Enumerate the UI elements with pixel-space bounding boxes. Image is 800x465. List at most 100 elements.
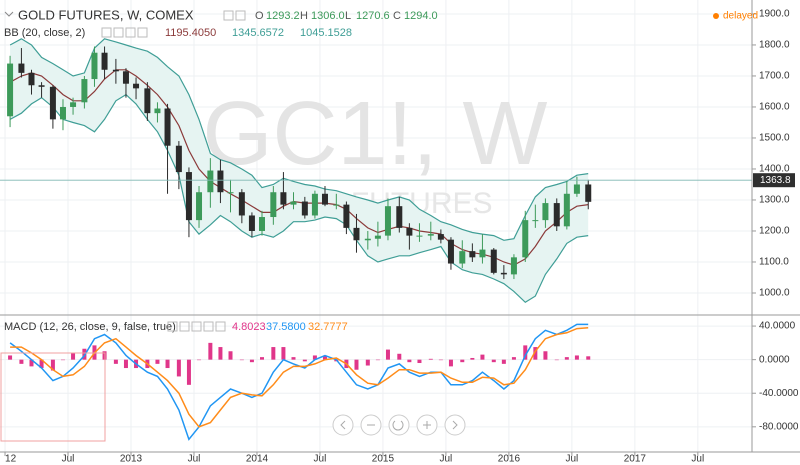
candle-body [196, 192, 203, 221]
histogram-bar [291, 357, 296, 360]
readout-value: 1045.1528 [300, 27, 352, 39]
histogram-bar [533, 347, 538, 360]
y-tick-label: 0.0000 [759, 354, 790, 365]
histogram-bar [239, 359, 244, 361]
readout-value: 32.7777 [308, 321, 348, 333]
x-tick-label: Jul [188, 454, 201, 465]
candle-body [490, 249, 497, 273]
candle-body [301, 201, 308, 216]
last-price-box [753, 173, 795, 188]
histogram-bar [208, 342, 213, 360]
y-tick-label: -80.0000 [759, 421, 799, 432]
candle-body [333, 204, 340, 206]
histogram-bar [113, 359, 118, 364]
histogram-bar [397, 353, 402, 360]
candle-body [144, 88, 151, 114]
x-tick-label: 2013 [120, 454, 143, 465]
collapse-icon[interactable] [4, 11, 14, 17]
histogram-bar [523, 345, 528, 360]
readout-key: C [393, 10, 401, 22]
readout-key: H [300, 10, 308, 22]
histogram-bar [186, 359, 191, 385]
signal-line [10, 327, 589, 428]
candle-body [437, 234, 444, 240]
y-tick-label: 1400.0 [759, 164, 790, 175]
candle-body [70, 102, 77, 107]
candle-body [384, 206, 391, 236]
histogram-bar [574, 355, 579, 360]
candle-body [343, 204, 350, 228]
histogram-bar [8, 355, 13, 360]
candle-body [500, 272, 507, 275]
candle-body [542, 203, 549, 221]
candle-body [154, 108, 161, 114]
x-tick-label: Jul [565, 454, 578, 465]
navigation-buttons[interactable] [332, 414, 466, 436]
histogram-bar [281, 347, 286, 360]
candle-body [280, 192, 287, 205]
histogram-bar [228, 351, 233, 360]
x-tick-label: 2015 [372, 454, 395, 465]
candle-body [259, 217, 266, 231]
histogram-bar [271, 347, 276, 360]
x-tick-label: 2017 [624, 454, 647, 465]
histogram-bar [71, 352, 76, 360]
histogram-bar [491, 359, 496, 363]
histogram-bar [385, 349, 390, 360]
status-dot [713, 13, 719, 19]
histogram-bar [448, 359, 453, 367]
y-tick-label: 1000.0 [759, 288, 790, 299]
candle-body [406, 227, 413, 236]
readout-value: 1270.6 [356, 10, 390, 22]
candle-body [522, 220, 529, 258]
candle-body [112, 69, 119, 72]
candle-body [217, 170, 224, 193]
histogram-bar [312, 355, 317, 360]
readout-value: 1293.2 [266, 10, 300, 22]
candle-body [374, 235, 381, 239]
candle-body [81, 79, 88, 103]
histogram-bar [165, 359, 170, 369]
candle-body [479, 249, 486, 258]
candle-body [91, 52, 98, 80]
bb-icons[interactable] [101, 27, 148, 38]
macd-icons[interactable] [167, 321, 226, 332]
candle-body [459, 251, 466, 264]
candle-body [59, 106, 66, 120]
candle-body [207, 170, 214, 193]
x-tick-label: Jul [440, 454, 453, 465]
candle-body [164, 108, 171, 146]
histogram-bar [19, 359, 24, 364]
histogram-bar [407, 359, 412, 363]
candle-body [447, 239, 454, 264]
readout-value: 1345.6572 [232, 27, 284, 39]
candle-body [133, 83, 140, 89]
histogram-bar [302, 359, 307, 362]
readout-value: 37.5800 [266, 321, 306, 333]
drawing-rect [0, 352, 106, 442]
histogram-bar [155, 359, 160, 364]
y-tick-label: 1300.0 [759, 195, 790, 206]
symbol-title: GOLD FUTURES, W, COMEX [18, 7, 194, 22]
last-price-label: 1363.8 [760, 175, 791, 186]
y-tick-label: 1500.0 [759, 133, 790, 144]
readout-value: 1195.4050 [165, 27, 216, 39]
x-tick-label: 2014 [246, 454, 269, 465]
candle-body [321, 193, 328, 205]
x-tick-label: Jul [691, 454, 704, 465]
candle-body [38, 85, 45, 87]
candle-body [311, 193, 318, 216]
histogram-bar [218, 347, 223, 360]
candle-body [248, 215, 255, 231]
readout-value: 1306.0 [311, 10, 345, 22]
histogram-bar [438, 359, 443, 361]
histogram-bar [354, 359, 359, 370]
histogram-bar [554, 359, 559, 361]
candle-body [532, 220, 539, 222]
histogram-bar [197, 359, 202, 361]
y-tick-label: -40.0000 [759, 388, 799, 399]
y-tick-label: 1700.0 [759, 71, 790, 82]
y-tick-label: 40.0000 [759, 321, 796, 332]
candle-body [396, 206, 403, 228]
legend-icons[interactable] [223, 10, 246, 21]
